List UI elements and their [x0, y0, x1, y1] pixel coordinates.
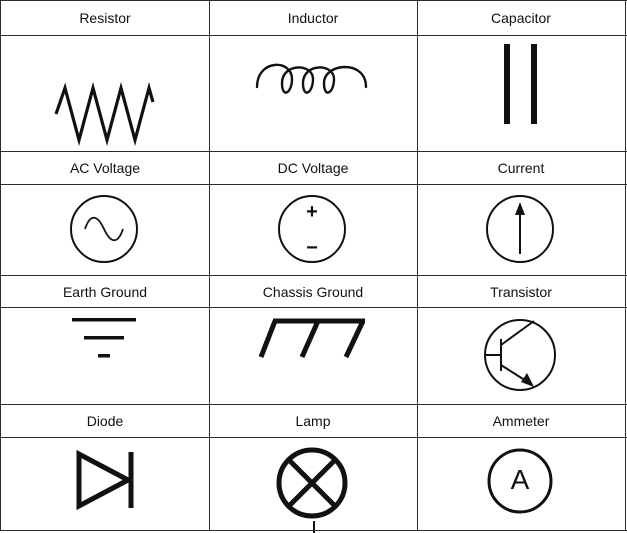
label-ammeter: Ammeter — [492, 413, 550, 429]
current-source-icon — [486, 195, 554, 263]
dc-voltage-icon: + − — [278, 195, 346, 263]
cell-dc-voltage: + − — [209, 184, 417, 275]
grid-divider-col-2 — [417, 0, 418, 531]
label-ac-voltage: AC Voltage — [69, 160, 141, 176]
cell-transistor — [417, 307, 625, 404]
label-current: Current — [497, 160, 545, 176]
grid-divider-row-2b — [0, 275, 627, 276]
grid-border-top — [0, 0, 627, 1]
cell-lamp — [209, 437, 417, 533]
label-resistor: Resistor — [79, 10, 131, 26]
transistor-icon — [484, 319, 556, 391]
grid-divider-row-4a — [0, 437, 627, 438]
grid-divider-row-1b — [0, 151, 627, 152]
label-lamp: Lamp — [295, 413, 331, 429]
grid-border-left — [0, 0, 1, 531]
cell-current — [417, 184, 625, 275]
label-inductor: Inductor — [287, 10, 339, 26]
grid-divider-row-3b — [0, 404, 627, 405]
inductor-icon — [255, 63, 368, 94]
grid-divider-row-1a — [0, 35, 627, 36]
label-earth-ground: Earth Ground — [62, 283, 148, 300]
label-diode: Diode — [86, 413, 124, 429]
dc-plus-sign: + — [306, 201, 318, 223]
grid-border-right — [625, 0, 626, 531]
cell-chassis-ground — [209, 307, 417, 404]
label-capacitor: Capacitor — [491, 10, 551, 26]
cell-diode — [1, 437, 209, 530]
ammeter-letter: A — [511, 464, 530, 495]
grid-divider-row-2a — [0, 184, 627, 185]
resistor-icon — [54, 81, 155, 147]
cell-earth-ground — [1, 307, 209, 404]
capacitor-icon — [504, 44, 537, 124]
earth-ground-icon — [72, 318, 136, 358]
chassis-ground-icon — [258, 318, 366, 359]
ammeter-icon: A — [487, 448, 553, 514]
cell-capacitor — [417, 35, 625, 151]
label-dc-voltage: DC Voltage — [277, 160, 349, 176]
lamp-icon — [276, 447, 348, 533]
cell-resistor — [1, 35, 209, 151]
grid-divider-col-1 — [209, 0, 210, 531]
grid-border-bottom — [0, 530, 627, 531]
cell-inductor — [209, 35, 417, 151]
diode-icon — [76, 449, 134, 511]
cell-ac-voltage — [1, 184, 209, 275]
cell-ammeter: A — [417, 437, 625, 530]
grid-divider-row-3a — [0, 307, 627, 308]
ac-voltage-icon — [70, 195, 138, 263]
label-chassis-ground: Chassis Ground — [262, 283, 364, 300]
label-transistor: Transistor — [490, 283, 552, 300]
dc-minus-sign: − — [306, 237, 318, 259]
